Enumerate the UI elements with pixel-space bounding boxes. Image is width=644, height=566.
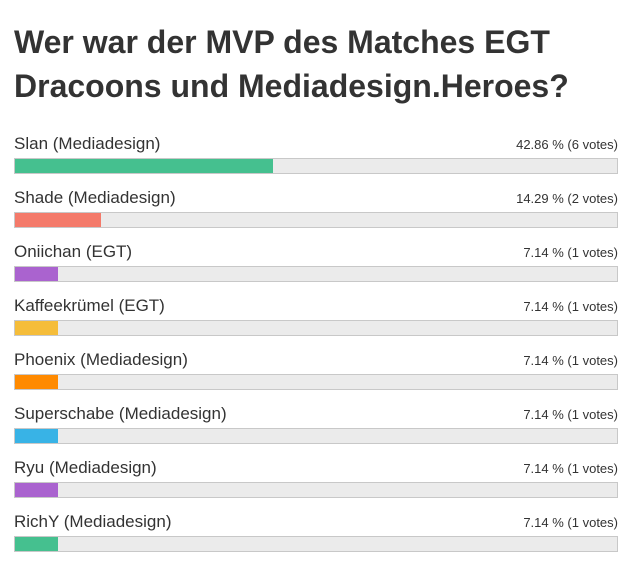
result-bar-fill: [15, 321, 58, 335]
answer-label: Superschabe (Mediadesign): [14, 404, 227, 423]
answer-result: 7.14 % (1 votes): [523, 299, 618, 316]
answer-percent: 7.14 %: [523, 353, 564, 368]
answer-label: Slan (Mediadesign): [14, 134, 161, 153]
result-bar-track: [14, 536, 618, 552]
answer-result: 7.14 % (1 votes): [523, 353, 618, 370]
answer-percent: 7.14 %: [523, 245, 564, 260]
answer-result: 7.14 % (1 votes): [523, 461, 618, 478]
answer-label: Phoenix (Mediadesign): [14, 350, 188, 369]
poll-answer: Shade (Mediadesign) 14.29 % (2 votes): [14, 186, 618, 240]
result-bar-track: [14, 428, 618, 444]
result-bar-fill: [15, 483, 58, 497]
poll-title: Wer war der MVP des Matches EGT Dracoons…: [14, 24, 569, 104]
answer-label: Kaffeekrümel (EGT): [14, 296, 165, 315]
answer-percent: 14.29 %: [516, 191, 564, 206]
poll-widget: Wer war der MVP des Matches EGT Dracoons…: [14, 0, 618, 564]
answer-result: 42.86 % (6 votes): [516, 137, 618, 154]
answer-percent: 7.14 %: [523, 515, 564, 530]
answer-result: 14.29 % (2 votes): [516, 191, 618, 208]
poll-answer: Oniichan (EGT) 7.14 % (1 votes): [14, 240, 618, 294]
answer-votes: (1 votes): [567, 353, 618, 368]
result-bar-track: [14, 266, 618, 282]
answer-votes: (6 votes): [567, 137, 618, 152]
answer-votes: (1 votes): [567, 299, 618, 314]
result-bar-track: [14, 158, 618, 174]
result-bar-track: [14, 320, 618, 336]
answer-percent: 7.14 %: [523, 461, 564, 476]
result-bar-track: [14, 212, 618, 228]
answer-votes: (2 votes): [567, 191, 618, 206]
result-bar-fill: [15, 429, 58, 443]
poll-answers: Slan (Mediadesign) 42.86 % (6 votes) Sha…: [14, 132, 618, 564]
poll-answer: Phoenix (Mediadesign) 7.14 % (1 votes): [14, 348, 618, 402]
answer-label: Ryu (Mediadesign): [14, 458, 157, 477]
poll-answer: Slan (Mediadesign) 42.86 % (6 votes): [14, 132, 618, 186]
answer-votes: (1 votes): [567, 461, 618, 476]
poll-answer: Superschabe (Mediadesign) 7.14 % (1 vote…: [14, 402, 618, 456]
answer-result: 7.14 % (1 votes): [523, 245, 618, 262]
result-bar-fill: [15, 213, 102, 227]
answer-votes: (1 votes): [567, 407, 618, 422]
answer-votes: (1 votes): [567, 245, 618, 260]
answer-percent: 7.14 %: [523, 299, 564, 314]
answer-result: 7.14 % (1 votes): [523, 515, 618, 532]
answer-votes: (1 votes): [567, 515, 618, 530]
result-bar-track: [14, 374, 618, 390]
result-bar-fill: [15, 537, 58, 551]
answer-percent: 7.14 %: [523, 407, 564, 422]
answer-label: Shade (Mediadesign): [14, 188, 176, 207]
result-bar-fill: [15, 375, 58, 389]
answer-percent: 42.86 %: [516, 137, 564, 152]
result-bar-track: [14, 482, 618, 498]
result-bar-fill: [15, 267, 58, 281]
answer-label: Oniichan (EGT): [14, 242, 133, 261]
answer-label: RichY (Mediadesign): [14, 512, 172, 531]
poll-answer: RichY (Mediadesign) 7.14 % (1 votes): [14, 510, 618, 564]
poll-answer: Kaffeekrümel (EGT) 7.14 % (1 votes): [14, 294, 618, 348]
result-bar-fill: [15, 159, 274, 173]
poll-answer: Ryu (Mediadesign) 7.14 % (1 votes): [14, 456, 618, 510]
answer-result: 7.14 % (1 votes): [523, 407, 618, 424]
